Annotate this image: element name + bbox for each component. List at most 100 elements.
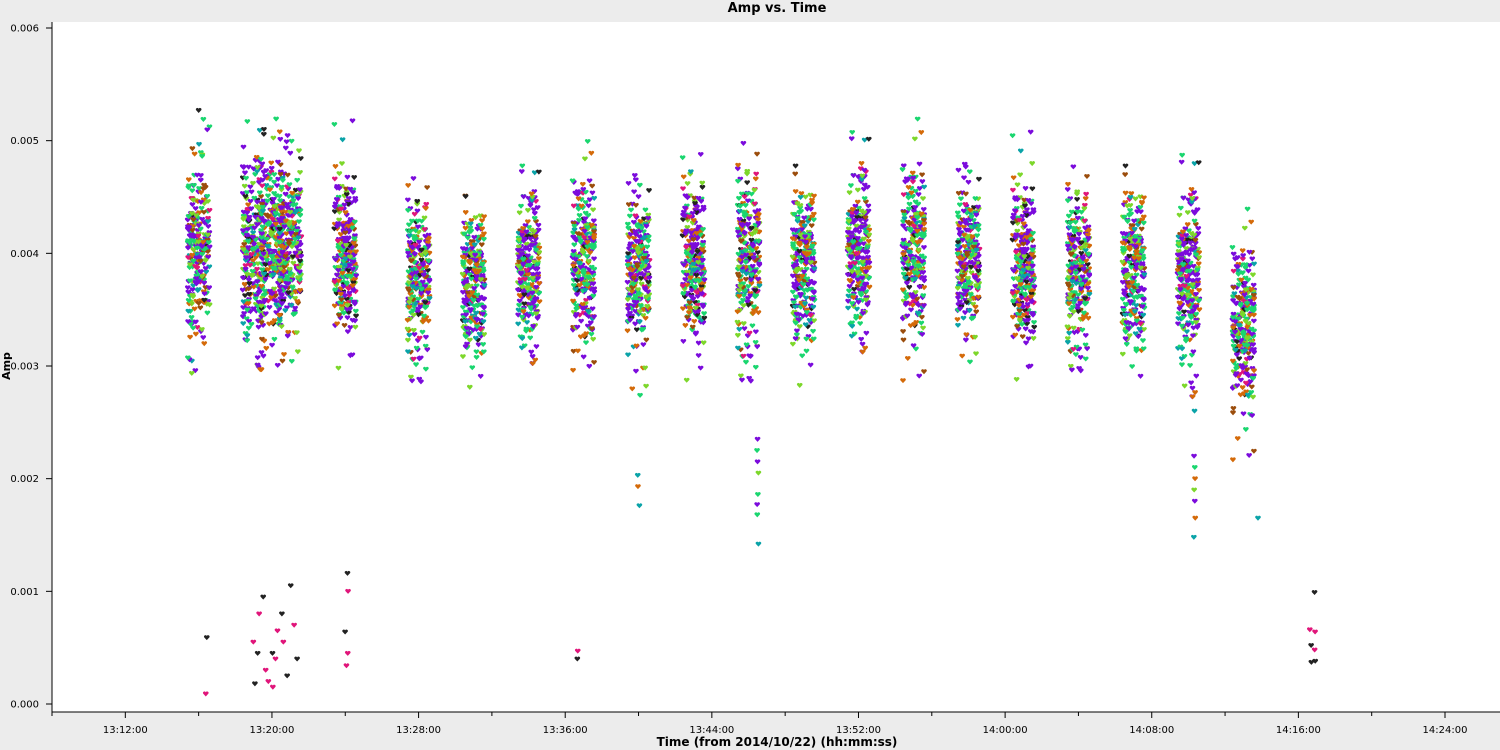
data-point [964, 250, 971, 256]
data-point [754, 151, 760, 157]
data-point [753, 364, 759, 370]
data-point [409, 284, 416, 289]
data-point [688, 169, 694, 175]
data-point [1016, 217, 1023, 223]
data-point [198, 205, 205, 211]
data-point [1066, 313, 1073, 319]
data-point [790, 289, 796, 295]
data-point [863, 273, 869, 279]
data-point [426, 296, 433, 302]
data-point [794, 332, 800, 338]
data-point [1132, 238, 1138, 244]
data-point [1129, 223, 1136, 229]
data-point [264, 198, 271, 204]
data-point [341, 323, 348, 329]
data-point [735, 162, 741, 168]
data-point [798, 259, 805, 265]
data-point [906, 249, 912, 255]
data-point [961, 232, 967, 238]
data-point [1071, 245, 1078, 251]
data-point [917, 309, 924, 315]
data-point [632, 293, 639, 299]
data-point [1126, 333, 1133, 339]
data-point [1065, 241, 1071, 247]
data-point [1074, 197, 1080, 203]
data-point [573, 306, 580, 312]
data-point [342, 210, 349, 216]
data-point [1022, 292, 1028, 298]
data-point [345, 196, 352, 202]
data-point [254, 279, 261, 285]
data-point [959, 273, 966, 279]
data-point [1138, 226, 1145, 232]
data-point [1119, 259, 1126, 265]
data-point [262, 276, 269, 282]
data-point [284, 172, 291, 178]
data-point [241, 281, 248, 287]
data-point [349, 225, 356, 231]
data-point [863, 266, 870, 272]
data-point [253, 283, 260, 289]
data-point [641, 235, 648, 241]
data-point [286, 241, 292, 247]
data-point [794, 328, 800, 334]
data-point [909, 194, 916, 200]
data-point [855, 199, 861, 205]
data-point [244, 272, 251, 278]
data-point [331, 279, 338, 285]
data-point [269, 253, 275, 259]
data-point [522, 276, 528, 282]
data-point [1133, 272, 1140, 278]
data-point [917, 224, 924, 230]
data-point [1083, 333, 1089, 339]
data-point [585, 323, 591, 329]
data-point [853, 251, 860, 257]
data-point [1012, 332, 1019, 338]
data-point [334, 321, 340, 327]
data-point [521, 301, 527, 307]
data-point [682, 205, 688, 211]
data-point [1139, 200, 1145, 206]
data-point [691, 267, 698, 273]
data-point [570, 249, 577, 255]
data-point [571, 309, 577, 315]
data-point [845, 293, 852, 299]
data-point [476, 331, 483, 337]
data-point [954, 268, 961, 274]
data-point [1066, 283, 1072, 289]
data-point [205, 232, 211, 238]
data-point [529, 290, 535, 296]
data-point [638, 263, 645, 269]
data-point [916, 186, 923, 192]
data-point [1021, 312, 1027, 318]
data-point [629, 267, 636, 273]
data-point [1133, 346, 1140, 352]
data-point [589, 190, 596, 196]
data-point [245, 301, 252, 307]
data-point [189, 211, 195, 217]
data-point [802, 301, 808, 307]
data-point [976, 176, 982, 182]
data-point [961, 244, 968, 250]
data-point [254, 222, 261, 228]
data-point [1084, 346, 1090, 352]
data-point [266, 260, 273, 266]
data-point [736, 208, 743, 214]
data-point [473, 349, 480, 355]
data-point [1022, 326, 1029, 332]
data-point [790, 227, 796, 233]
data-point [755, 208, 762, 214]
data-point [521, 292, 528, 298]
data-point [570, 263, 577, 269]
data-point [1018, 148, 1024, 154]
data-point [755, 276, 761, 282]
data-point [287, 150, 294, 156]
data-point [698, 284, 705, 290]
data-point [588, 264, 595, 270]
data-point [1022, 284, 1029, 290]
data-point [410, 312, 417, 318]
data-point [467, 384, 473, 390]
data-point [964, 235, 971, 241]
data-point [280, 178, 286, 184]
data-point [1134, 316, 1140, 322]
